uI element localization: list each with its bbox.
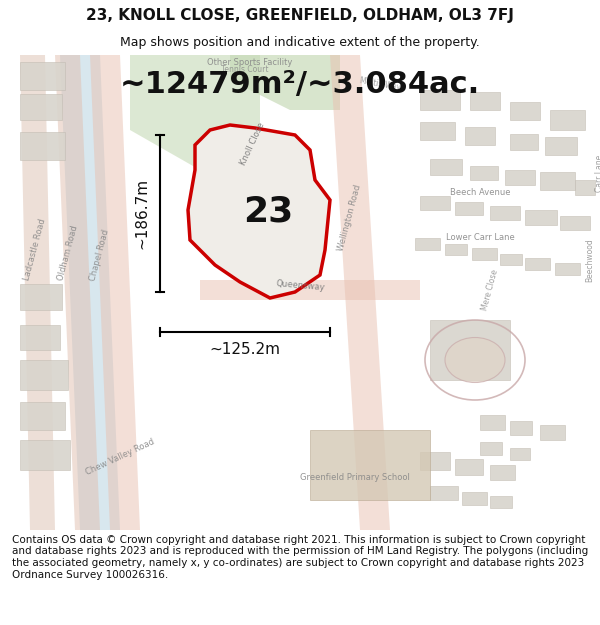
Bar xyxy=(510,448,530,460)
Bar xyxy=(550,110,585,130)
Bar xyxy=(470,166,498,180)
Text: Carr Lane: Carr Lane xyxy=(595,155,600,192)
Bar xyxy=(430,320,510,380)
Bar xyxy=(465,127,495,145)
Bar xyxy=(420,452,450,470)
Bar xyxy=(455,459,483,475)
Text: ~12479m²/~3.084ac.: ~12479m²/~3.084ac. xyxy=(120,71,480,99)
Bar xyxy=(445,244,467,255)
Bar xyxy=(470,92,500,110)
Bar xyxy=(490,465,515,480)
Bar xyxy=(560,216,590,230)
Text: Tennis Court: Tennis Court xyxy=(221,65,269,74)
Polygon shape xyxy=(188,125,330,298)
Bar xyxy=(472,248,497,260)
Text: Greenfield Primary School: Greenfield Primary School xyxy=(300,473,410,482)
Polygon shape xyxy=(55,55,100,530)
Text: Knoll Close: Knoll Close xyxy=(239,121,267,167)
Bar xyxy=(540,172,575,190)
Bar xyxy=(430,159,462,175)
Text: 23: 23 xyxy=(243,195,293,229)
Text: Beech Avenue: Beech Avenue xyxy=(450,188,510,197)
Text: Chapel Road: Chapel Road xyxy=(89,228,111,282)
Bar xyxy=(525,258,550,270)
Text: Meltis Way: Meltis Way xyxy=(359,76,401,92)
Bar xyxy=(20,94,62,120)
Bar xyxy=(20,132,65,160)
Bar xyxy=(490,496,512,508)
Polygon shape xyxy=(90,55,140,530)
Bar xyxy=(430,486,458,500)
Bar xyxy=(555,263,580,275)
Text: 23, KNOLL CLOSE, GREENFIELD, OLDHAM, OL3 7FJ: 23, KNOLL CLOSE, GREENFIELD, OLDHAM, OL3… xyxy=(86,8,514,23)
Bar xyxy=(480,442,502,455)
Bar xyxy=(480,415,505,430)
Text: Ladcastle Road: Ladcastle Road xyxy=(22,218,47,282)
Text: Mere Close: Mere Close xyxy=(480,269,500,312)
Text: Wellington Road: Wellington Road xyxy=(337,184,363,252)
Bar xyxy=(510,102,540,120)
Text: Lower Carr Lane: Lower Carr Lane xyxy=(446,233,514,242)
Bar xyxy=(420,90,460,110)
Polygon shape xyxy=(60,55,120,530)
Bar xyxy=(20,360,68,390)
Bar xyxy=(505,170,535,185)
Bar xyxy=(20,284,62,310)
Bar xyxy=(420,196,450,210)
Text: Oldham Road: Oldham Road xyxy=(56,225,80,282)
Bar xyxy=(310,430,430,500)
Bar xyxy=(575,180,595,195)
Text: Map shows position and indicative extent of the property.: Map shows position and indicative extent… xyxy=(120,36,480,49)
Polygon shape xyxy=(230,55,340,110)
Bar xyxy=(490,206,520,220)
Bar xyxy=(455,202,483,215)
Bar xyxy=(525,210,557,225)
Polygon shape xyxy=(130,55,260,170)
Bar xyxy=(500,254,522,265)
Bar xyxy=(415,238,440,250)
Bar xyxy=(20,402,65,430)
Text: ~125.2m: ~125.2m xyxy=(209,342,281,357)
Polygon shape xyxy=(20,55,55,530)
Text: Queensway: Queensway xyxy=(275,279,325,292)
Bar xyxy=(510,421,532,435)
Text: ~186.7m: ~186.7m xyxy=(134,178,149,249)
Bar xyxy=(462,492,487,505)
Bar xyxy=(20,440,70,470)
Text: Chew Valley Road: Chew Valley Road xyxy=(84,437,156,477)
Text: Beechwood: Beechwood xyxy=(586,238,595,282)
Text: Other Sports Facility: Other Sports Facility xyxy=(208,58,293,67)
Ellipse shape xyxy=(445,338,505,382)
Bar xyxy=(20,325,60,350)
Polygon shape xyxy=(330,55,390,530)
Text: Contains OS data © Crown copyright and database right 2021. This information is : Contains OS data © Crown copyright and d… xyxy=(12,535,588,579)
Bar xyxy=(510,134,538,150)
Polygon shape xyxy=(200,280,420,300)
Bar xyxy=(20,62,65,90)
Bar xyxy=(545,137,577,155)
Bar xyxy=(420,122,455,140)
Bar xyxy=(540,425,565,440)
